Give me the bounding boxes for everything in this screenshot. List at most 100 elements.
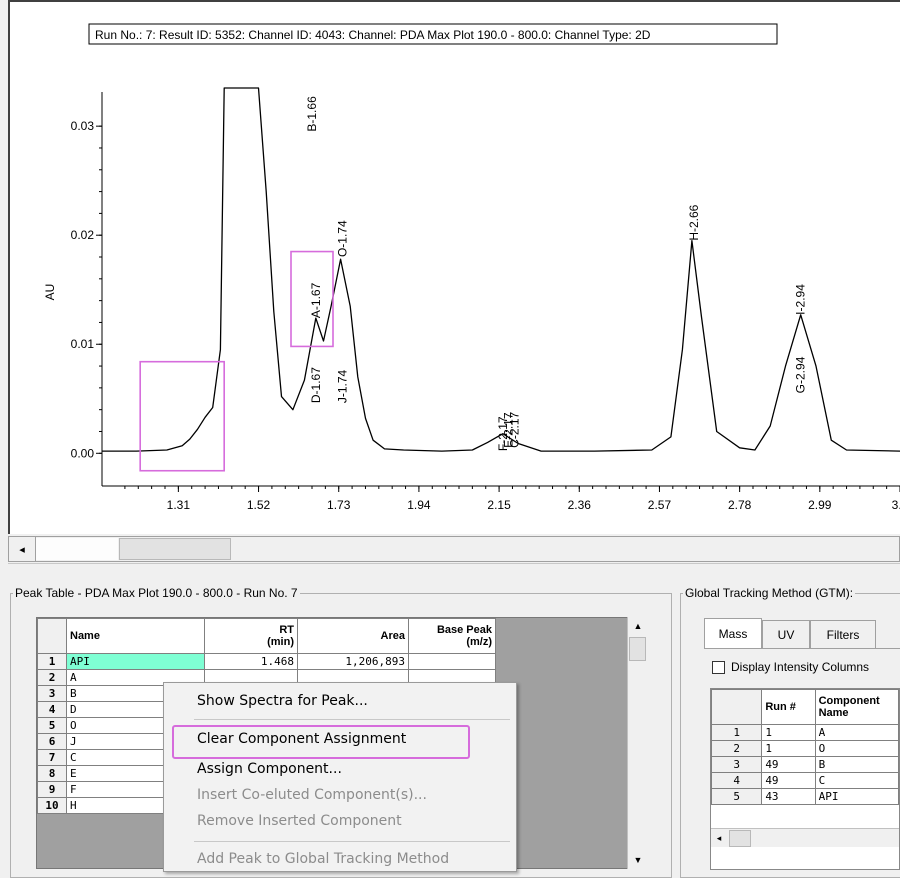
- row-number: 3: [711, 756, 763, 773]
- row-number: 1: [711, 724, 763, 741]
- scroll-thumb[interactable]: [629, 637, 646, 661]
- menu-item-show-spectra[interactable]: Show Spectra for Peak...: [197, 693, 368, 709]
- column-header-component-name[interactable]: Component Name: [814, 689, 899, 725]
- row-header-corner: [711, 689, 763, 725]
- x-tick-label: 2.57: [648, 498, 672, 512]
- scroll-thumb[interactable]: [119, 538, 231, 560]
- row-number: 8: [37, 765, 67, 782]
- row-number: 4: [711, 772, 763, 789]
- tab-uv[interactable]: UV: [762, 620, 810, 648]
- y-tick-label: 0.03: [71, 119, 95, 133]
- cell-rt[interactable]: [204, 669, 298, 686]
- cell-run[interactable]: 1: [761, 740, 816, 757]
- scroll-left-icon[interactable]: ◂: [9, 537, 36, 561]
- row-number: 10: [37, 797, 67, 814]
- column-header-run[interactable]: Run #: [761, 689, 816, 725]
- chromatogram-chart: Run No.: 7: Result ID: 5352: Channel ID:…: [43, 23, 900, 512]
- peak-label: O-1.74: [336, 220, 350, 257]
- cell-base-peak[interactable]: [408, 653, 496, 670]
- scroll-track: [36, 538, 118, 560]
- table-row[interactable]: 5 43 API: [711, 788, 899, 805]
- highlight-box: [172, 725, 470, 759]
- context-menu: Show Spectra for Peak... Clear Component…: [163, 682, 517, 872]
- row-number: 5: [37, 717, 67, 734]
- row-number: 2: [37, 669, 67, 686]
- menu-item-add-peak-gtm: Add Peak to Global Tracking Method: [197, 851, 450, 867]
- peak-label: F-2.17: [496, 416, 510, 451]
- scroll-left-icon[interactable]: ◂: [716, 832, 722, 843]
- y-tick-label: 0.01: [71, 337, 95, 351]
- column-header-area[interactable]: Area: [297, 618, 409, 654]
- highlight-boxes: [139, 250, 334, 472]
- row-number: 7: [37, 749, 67, 766]
- gtm-legend: Global Tracking Method (GTM):: [685, 586, 854, 600]
- tab-underline: [704, 648, 900, 649]
- menu-item-remove-inserted: Remove Inserted Component: [197, 813, 402, 829]
- peak-table-vertical-scrollbar[interactable]: ▲ ▼: [627, 617, 648, 869]
- cell-base-peak[interactable]: [408, 669, 496, 686]
- row-header-corner: [37, 618, 67, 654]
- cell-rt[interactable]: 1.468: [204, 653, 298, 670]
- row-number: 4: [37, 701, 67, 718]
- cell-run[interactable]: 43: [761, 788, 816, 805]
- peak-label: A-1.67: [309, 282, 323, 318]
- y-tick-label: 0.00: [71, 446, 95, 460]
- x-tick-label: 1.73: [327, 498, 351, 512]
- peak-table-legend: Peak Table - PDA Max Plot 190.0 - 800.0 …: [15, 586, 298, 600]
- menu-separator: [194, 841, 510, 842]
- menu-item-insert-co-eluted: Insert Co-eluted Component(s)...: [197, 787, 427, 803]
- peak-labels: B-1.66 A-1.67 D-1.67 O-1.74 J-1.74 F-2.17E-2.…: [305, 96, 808, 451]
- chart-horizontal-scrollbar[interactable]: ◂: [8, 536, 900, 562]
- column-header-base-peak[interactable]: Base Peak (m/z): [408, 618, 496, 654]
- y-axis-label: AU: [43, 284, 57, 301]
- x-tick-label: 2.15: [487, 498, 511, 512]
- row-number: 1: [37, 653, 67, 670]
- scroll-up-icon[interactable]: ▲: [633, 621, 643, 631]
- cell-component[interactable]: API: [814, 788, 899, 805]
- display-intensity-label: Display Intensity Columns: [731, 660, 870, 674]
- cell-component[interactable]: A: [814, 724, 899, 741]
- cell-run[interactable]: 49: [761, 772, 816, 789]
- x-tick-label: 1.52: [247, 498, 271, 512]
- column-header-rt[interactable]: RT (min): [204, 618, 298, 654]
- row-number: 2: [711, 740, 763, 757]
- chromatogram-trace: [102, 87, 900, 452]
- scroll-down-icon[interactable]: ▼: [633, 855, 643, 865]
- menu-separator: [194, 719, 510, 720]
- x-tick-label: 2.99: [808, 498, 832, 512]
- row-number: 6: [37, 733, 67, 750]
- cell-component[interactable]: C: [814, 772, 899, 789]
- x-tick-label: 2.78: [728, 498, 752, 512]
- cell-run[interactable]: 1: [761, 724, 816, 741]
- gtm-horizontal-scrollbar[interactable]: ◂: [711, 828, 899, 847]
- menu-item-clear-component-assignment[interactable]: Clear Component Assignment: [197, 731, 407, 747]
- highlight-box: [139, 360, 225, 472]
- tab-mass[interactable]: Mass: [704, 618, 762, 648]
- tab-filters[interactable]: Filters: [810, 620, 876, 648]
- table-row[interactable]: 1 API 1.468 1,206,893: [37, 653, 496, 670]
- row-number: 3: [37, 685, 67, 702]
- peak-label: I-2.94: [794, 284, 808, 315]
- display-intensity-checkbox-row[interactable]: Display Intensity Columns: [712, 660, 869, 674]
- cell-run[interactable]: 49: [761, 756, 816, 773]
- row-number: 9: [37, 781, 67, 798]
- splitter[interactable]: [8, 563, 900, 574]
- peak-label: B-1.66: [305, 96, 319, 132]
- cell-area[interactable]: 1,206,893: [297, 653, 409, 670]
- table-row[interactable]: 3 49 B: [711, 756, 899, 773]
- menu-item-assign-component[interactable]: Assign Component...: [197, 761, 342, 777]
- table-row[interactable]: 4 49 C: [711, 772, 899, 789]
- gtm-table: Run # Component Name 1 1 A 2 1 O 3 49 B 4 49 C 5 43 AP…: [711, 689, 899, 805]
- column-header-name[interactable]: Name: [66, 618, 205, 654]
- peak-label: C-2.17: [507, 411, 521, 447]
- cell-component[interactable]: O: [814, 740, 899, 757]
- y-tick-label: 0.02: [71, 228, 95, 242]
- cell-name[interactable]: API: [66, 653, 205, 670]
- scroll-thumb[interactable]: [729, 830, 751, 847]
- peak-label: H-2.66: [687, 204, 701, 240]
- cell-component[interactable]: B: [814, 756, 899, 773]
- display-intensity-checkbox[interactable]: [712, 660, 725, 674]
